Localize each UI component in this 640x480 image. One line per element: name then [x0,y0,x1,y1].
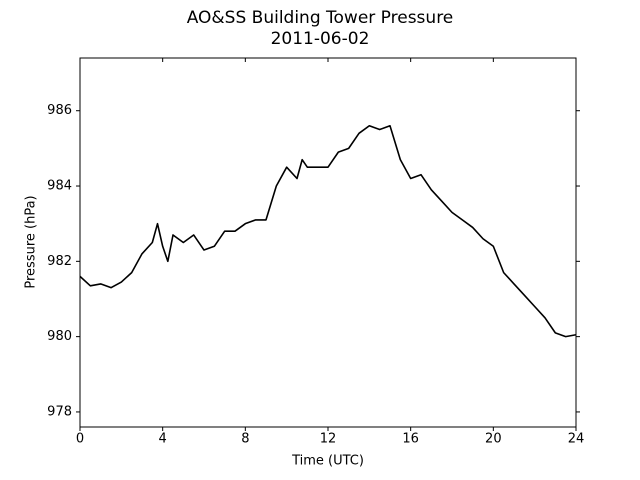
plot-frame [79,57,577,428]
y-tick-label: 982 [47,254,72,269]
x-tick-label: 4 [159,432,167,447]
x-tick-label: 12 [320,432,337,447]
y-tick-label: 984 [47,179,72,194]
y-tick-label: 978 [47,404,72,419]
y-axis-label: Pressure (hPa) [24,195,39,288]
x-axis-label: Time (UTC) [291,454,364,469]
data-line [79,124,577,338]
x-tick-label: 24 [568,432,585,447]
chart-title: AO&SS Building Tower Pressure [187,8,454,28]
x-tick-label: 20 [485,432,502,447]
y-tick-label: 986 [47,103,72,118]
chart-subtitle: 2011-06-02 [271,29,370,49]
x-tick-label: 16 [402,432,419,447]
y-tick-label: 980 [47,329,72,344]
x-tick-label: 0 [76,432,84,447]
x-tick-label: 8 [241,432,249,447]
